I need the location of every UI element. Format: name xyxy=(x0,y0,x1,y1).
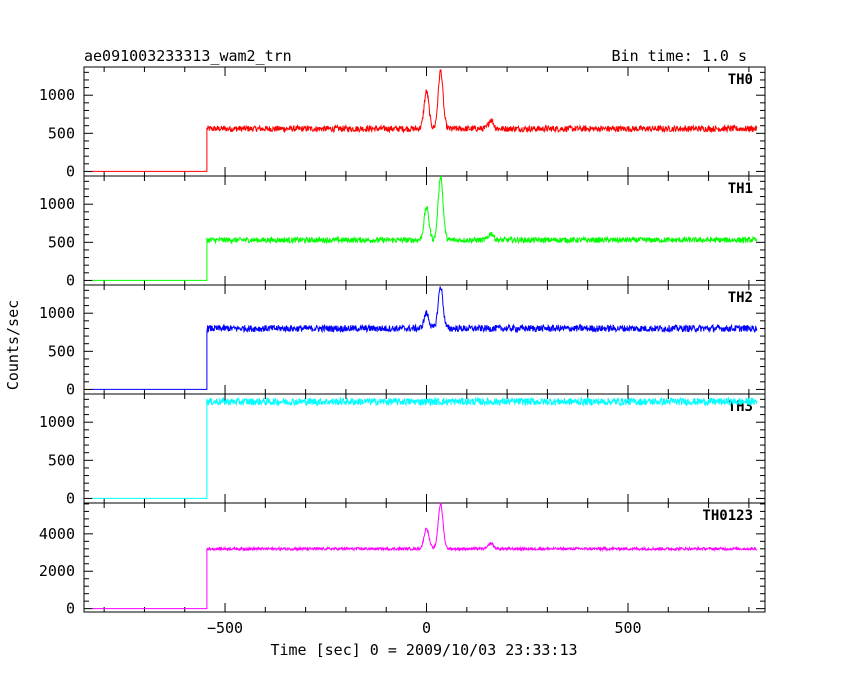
x-axis-label: Time [sec] 0 = 2009/10/03 23:33:13 xyxy=(270,641,577,659)
y-tick-label: 500 xyxy=(48,342,75,360)
x-tick-label: 500 xyxy=(614,619,641,637)
series-th0123-line xyxy=(92,502,758,610)
panel-th0123: 0 2000 4000 TH0123 xyxy=(39,502,766,618)
panel-label: TH0123 xyxy=(702,508,753,524)
y-axis-label: Counts/sec xyxy=(4,300,22,390)
panel-frame xyxy=(83,284,766,395)
panel-label: TH0 xyxy=(728,72,753,88)
y-tick-label: 1000 xyxy=(39,304,75,322)
series-th0-line xyxy=(92,68,758,172)
y-tick-label: 500 xyxy=(48,124,75,142)
panel-th0: 0 500 1000 TH0 xyxy=(39,66,766,180)
series-th3-line xyxy=(92,396,758,499)
y-tick-label: 0 xyxy=(66,271,75,289)
y-tick-label: 500 xyxy=(48,451,75,469)
y-tick-label: 1000 xyxy=(39,413,75,431)
y-tick-label: 0 xyxy=(66,489,75,507)
y-tick-label: 500 xyxy=(48,233,75,251)
y-tick-label: 0 xyxy=(66,162,75,180)
panel-frame xyxy=(83,175,766,286)
chart-title: ae091003233313_wam2_trn xyxy=(84,47,292,65)
panel-frame xyxy=(83,66,766,177)
y-tick-label: 2000 xyxy=(39,562,75,580)
panel-frame xyxy=(83,393,766,504)
panel-frame xyxy=(83,502,766,613)
x-tick-label: −500 xyxy=(207,619,243,637)
y-tick-label: 0 xyxy=(66,600,75,618)
y-tick-label: 0 xyxy=(66,380,75,398)
y-tick-label: 1000 xyxy=(39,86,75,104)
panel-label: TH2 xyxy=(728,290,753,306)
bin-time-label: Bin time: 1.0 s xyxy=(612,47,747,65)
panel-th2: 0 500 1000 TH2 xyxy=(39,284,766,398)
panel-label: TH1 xyxy=(728,181,753,197)
series-th2-line xyxy=(92,286,758,390)
panel-th1: 0 500 1000 TH1 xyxy=(39,175,766,289)
y-tick-label: 4000 xyxy=(39,525,75,543)
y-tick-label: 1000 xyxy=(39,195,75,213)
x-tick-label: 0 xyxy=(422,619,431,637)
series-th1-line xyxy=(92,175,758,281)
panels-group: 0 500 1000 TH0 0 500 1000 TH1 0 500 1000 TH2 0 500 100… xyxy=(39,66,766,637)
